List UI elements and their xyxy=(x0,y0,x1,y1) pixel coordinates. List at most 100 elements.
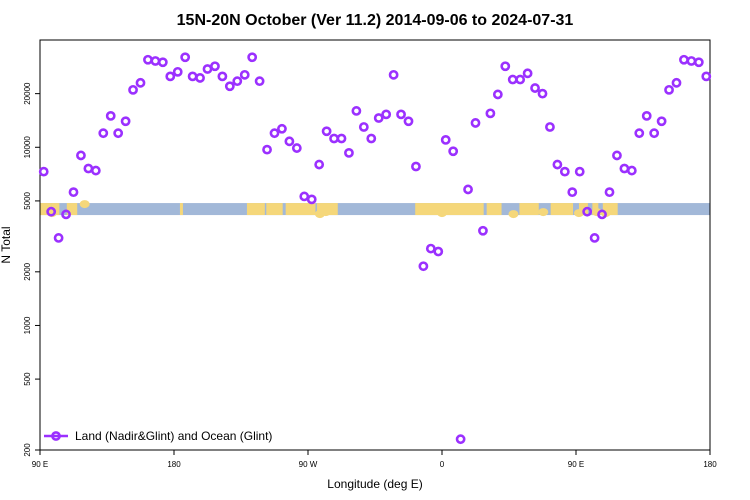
data-point xyxy=(128,84,138,95)
data-point xyxy=(552,159,563,170)
data-point xyxy=(366,133,377,144)
data-point xyxy=(515,74,526,85)
data-point xyxy=(567,187,578,198)
y-tick-label: 5000 xyxy=(23,191,32,209)
data-point xyxy=(693,57,704,68)
data-point xyxy=(455,434,466,445)
data-point xyxy=(381,109,392,120)
data-point xyxy=(664,84,674,95)
data-point xyxy=(433,246,444,257)
data-point xyxy=(46,206,57,217)
data-point xyxy=(351,106,362,116)
data-point xyxy=(180,52,191,63)
x-tick-label: 90 E xyxy=(32,460,48,469)
data-point xyxy=(321,126,332,137)
data-point xyxy=(224,81,235,92)
data-point xyxy=(314,159,325,170)
data-point xyxy=(411,161,421,172)
data-point xyxy=(492,89,503,100)
land-blob xyxy=(508,210,519,219)
data-point xyxy=(232,76,243,87)
data-point xyxy=(530,83,540,93)
legend-entry-label: Land (Nadir&Glint) and Ocean (Glint) xyxy=(75,429,272,443)
data-point xyxy=(418,261,429,272)
data-point xyxy=(344,147,354,158)
data-point xyxy=(604,187,615,198)
y-tick-label: 20000 xyxy=(23,82,32,105)
data-point xyxy=(143,54,153,65)
data-point xyxy=(76,150,86,161)
data-point xyxy=(649,128,660,139)
data-point xyxy=(500,61,511,72)
chart-title: 15N-20N October (Ver 11.2) 2014-09-06 to… xyxy=(177,12,574,29)
data-point xyxy=(522,68,533,79)
x-tick-label: 90 W xyxy=(299,460,318,469)
data-point xyxy=(619,163,630,174)
data-point xyxy=(83,163,94,174)
x-tick-label: 180 xyxy=(703,460,717,469)
data-point xyxy=(537,88,548,99)
data-point xyxy=(403,116,414,127)
data-point xyxy=(135,77,146,88)
land-segment xyxy=(51,203,60,216)
data-point xyxy=(559,166,570,177)
data-point xyxy=(634,128,645,139)
data-point xyxy=(247,52,258,63)
data-point xyxy=(254,76,265,87)
x-tick-label: 90 E xyxy=(568,460,584,469)
data-point xyxy=(589,233,600,243)
data-point xyxy=(641,110,652,121)
data-point xyxy=(277,123,287,134)
data-point xyxy=(545,122,555,132)
data-point xyxy=(98,128,109,139)
land-segment xyxy=(40,203,52,216)
data-point xyxy=(157,57,168,68)
legend: Land (Nadir&Glint) and Ocean (Glint) xyxy=(44,429,272,443)
data-point xyxy=(187,71,198,82)
land-blob xyxy=(538,208,549,217)
data-point xyxy=(478,225,488,236)
data-point xyxy=(686,56,697,66)
data-point xyxy=(90,165,101,176)
data-point xyxy=(105,110,116,121)
data-point xyxy=(396,109,406,120)
data-point xyxy=(463,184,473,195)
axes: 90 E 180 90 W 0 90 E 180 200 500 1000 2000 5000 100… xyxy=(23,39,717,469)
data-point xyxy=(284,136,295,147)
land-segment xyxy=(550,203,572,216)
data-point xyxy=(195,73,205,83)
land-ocean-band xyxy=(40,200,710,219)
data-point xyxy=(217,71,228,82)
data-point xyxy=(701,71,712,82)
legend-marker-swatch xyxy=(51,431,61,441)
data-point xyxy=(626,165,637,176)
data-point xyxy=(671,77,682,88)
data-point xyxy=(38,166,49,177)
data-point xyxy=(425,243,436,254)
plot-frame xyxy=(39,39,711,451)
data-point xyxy=(165,71,176,82)
data-point xyxy=(239,69,250,80)
data-point xyxy=(448,146,459,157)
y-tick-label: 2000 xyxy=(23,262,32,280)
data-point xyxy=(299,191,310,202)
data-point xyxy=(612,150,622,161)
data-point xyxy=(336,133,347,144)
data-point xyxy=(53,233,64,243)
land-segment xyxy=(246,203,265,216)
data-point xyxy=(306,194,317,205)
land-blob xyxy=(437,209,447,218)
data-point xyxy=(574,166,585,177)
y-axis-label: N Total xyxy=(0,226,13,263)
data-point xyxy=(507,74,518,85)
data-point xyxy=(210,61,220,72)
land-blob xyxy=(573,209,584,218)
data-point xyxy=(679,54,689,65)
data-point xyxy=(68,187,79,198)
y-tick-label: 10000 xyxy=(23,136,32,159)
data-point xyxy=(150,56,161,66)
data-point xyxy=(373,113,384,123)
data-point xyxy=(582,206,593,217)
data-point xyxy=(440,135,451,145)
